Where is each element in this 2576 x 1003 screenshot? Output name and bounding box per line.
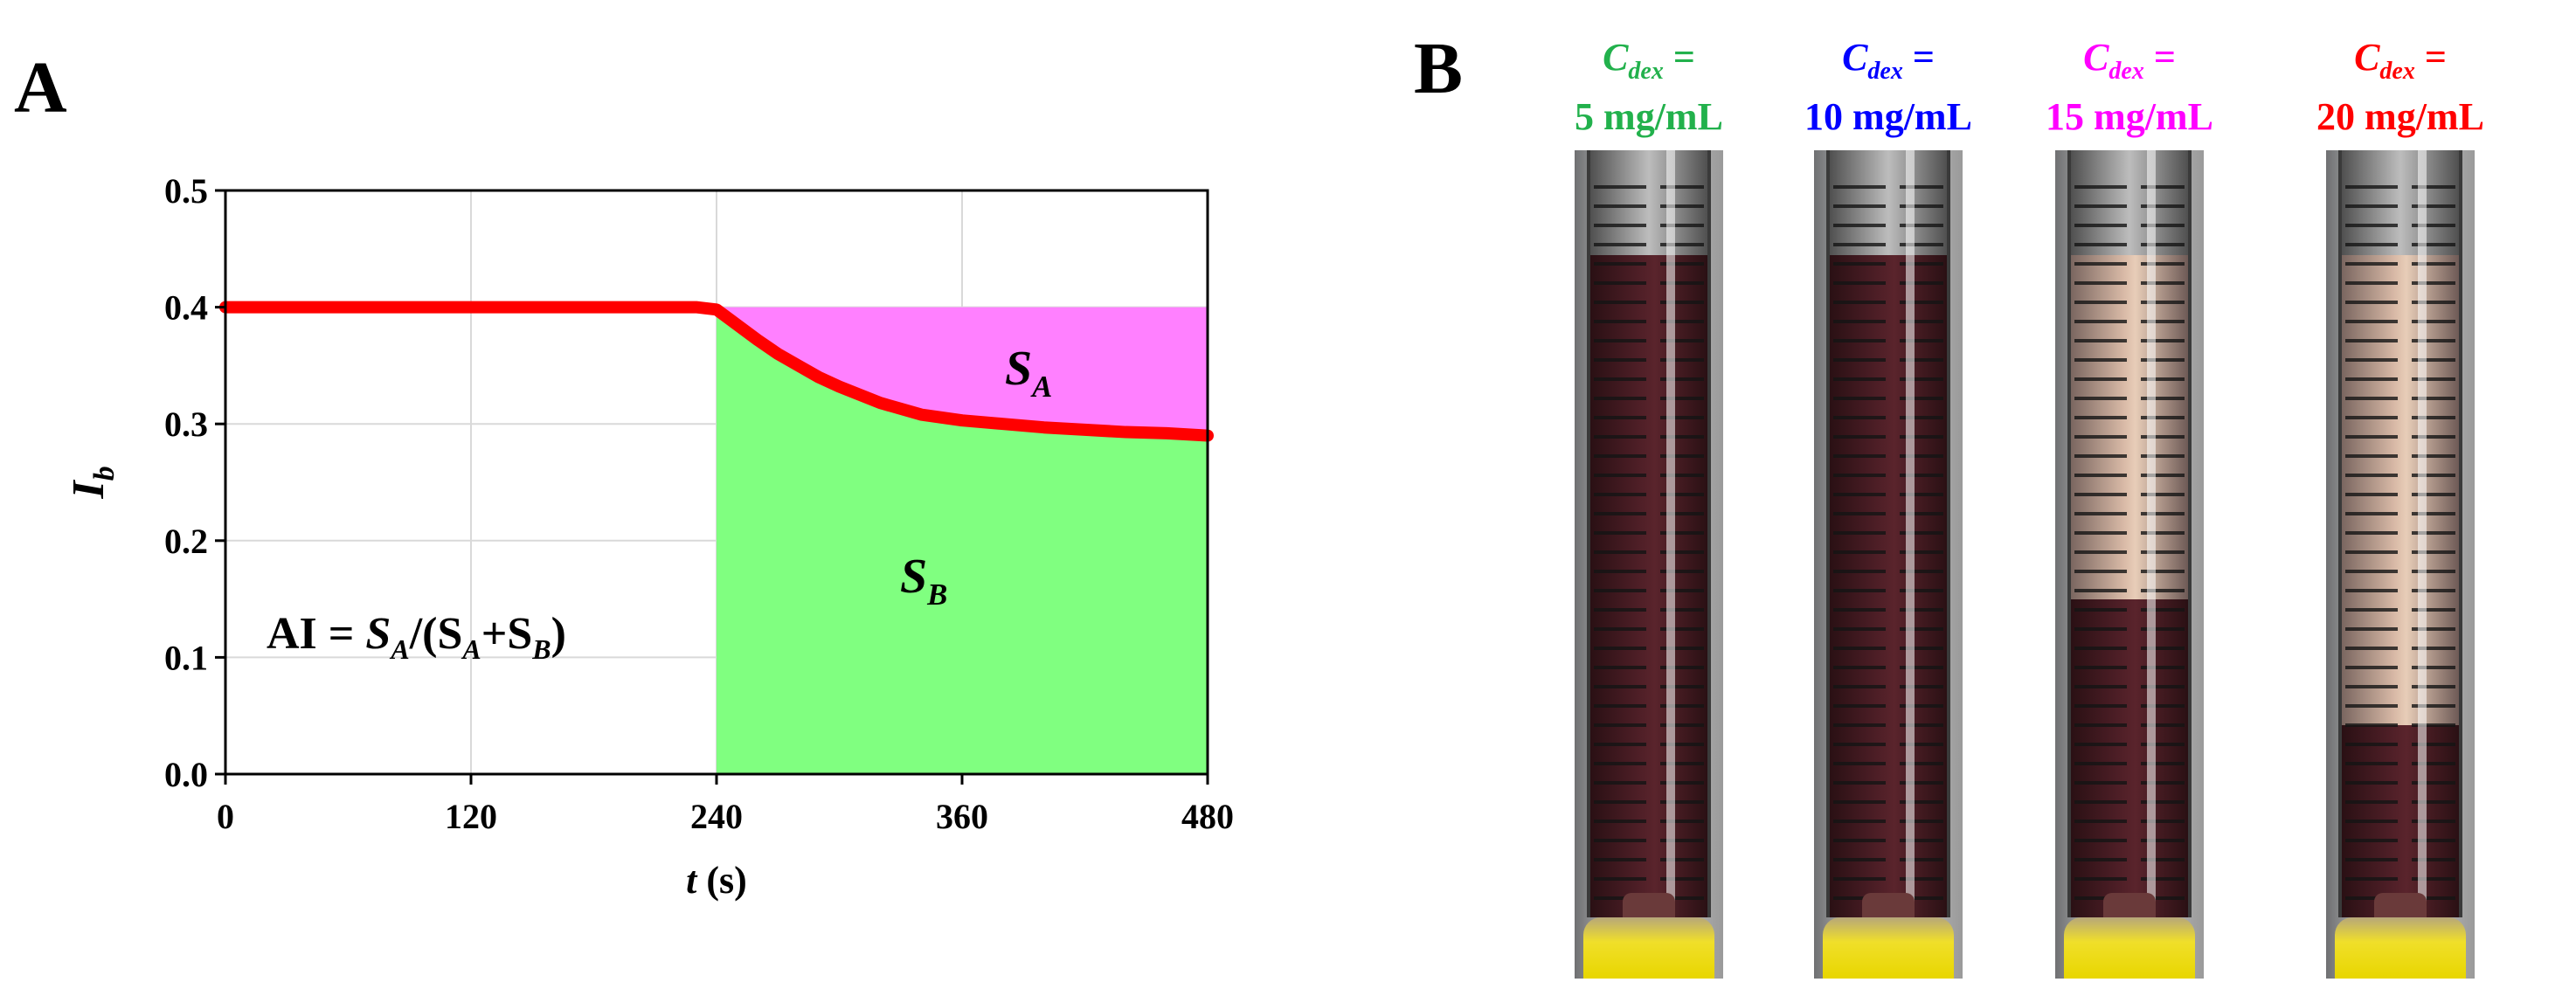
x-tick-label-0: 0 [217,797,234,836]
chart-a: 0 120 240 360 480 0.0 0.1 0.2 0.3 0.4 0.5 t (s) I… [64,171,1234,902]
region-sb [717,309,1208,775]
y-axis-ticks: 0.0 0.1 0.2 0.3 0.4 0.5 [164,171,225,794]
ai-formula: AI = SA/(SA+SB) [267,609,566,665]
tube-label-4: Cdex = 20 mg/mL [2316,36,2484,138]
x-tick-label-4: 480 [1181,797,1234,836]
panel-label-b: B [1414,28,1464,109]
syringe-tube-3 [2055,150,2204,979]
tube-label-1: Cdex = 5 mg/mL [1575,36,1723,138]
x-tick-label-1: 120 [445,797,497,836]
x-axis-title: t (s) [686,859,747,902]
y-axis-title: Ib [64,466,121,499]
panel-label-a: A [14,47,67,128]
y-tick-label-3: 0.3 [164,405,208,444]
region-sb-label: SB [900,550,947,612]
region-labels: SA SB [900,342,1052,612]
syringe-tube-1 [1575,150,1723,979]
x-tick-label-3: 360 [936,797,988,836]
syringe-tube-4 [2326,150,2475,979]
x-axis-ticks: 0 120 240 360 480 [217,774,1234,836]
y-tick-label-5: 0.5 [164,171,208,211]
y-tick-label-1: 0.1 [164,638,208,677]
region-sa [717,307,1208,436]
y-axis-label: Ib [64,466,121,499]
x-tick-label-2: 240 [690,797,743,836]
x-axis-label: t (s) [686,859,747,902]
ai-formula-text: AI = SA/(SA+SB) [267,609,566,665]
y-tick-label-2: 0.2 [164,522,208,561]
series-line [219,301,1214,442]
syringe-tube-2 [1814,150,1963,979]
tube-label-3: Cdex = 15 mg/mL [2046,36,2213,138]
y-tick-label-4: 0.4 [164,288,208,328]
region-sa-label: SA [1005,342,1052,404]
y-tick-label-0: 0.0 [164,755,208,794]
tube-label-2: Cdex = 10 mg/mL [1804,36,1972,138]
